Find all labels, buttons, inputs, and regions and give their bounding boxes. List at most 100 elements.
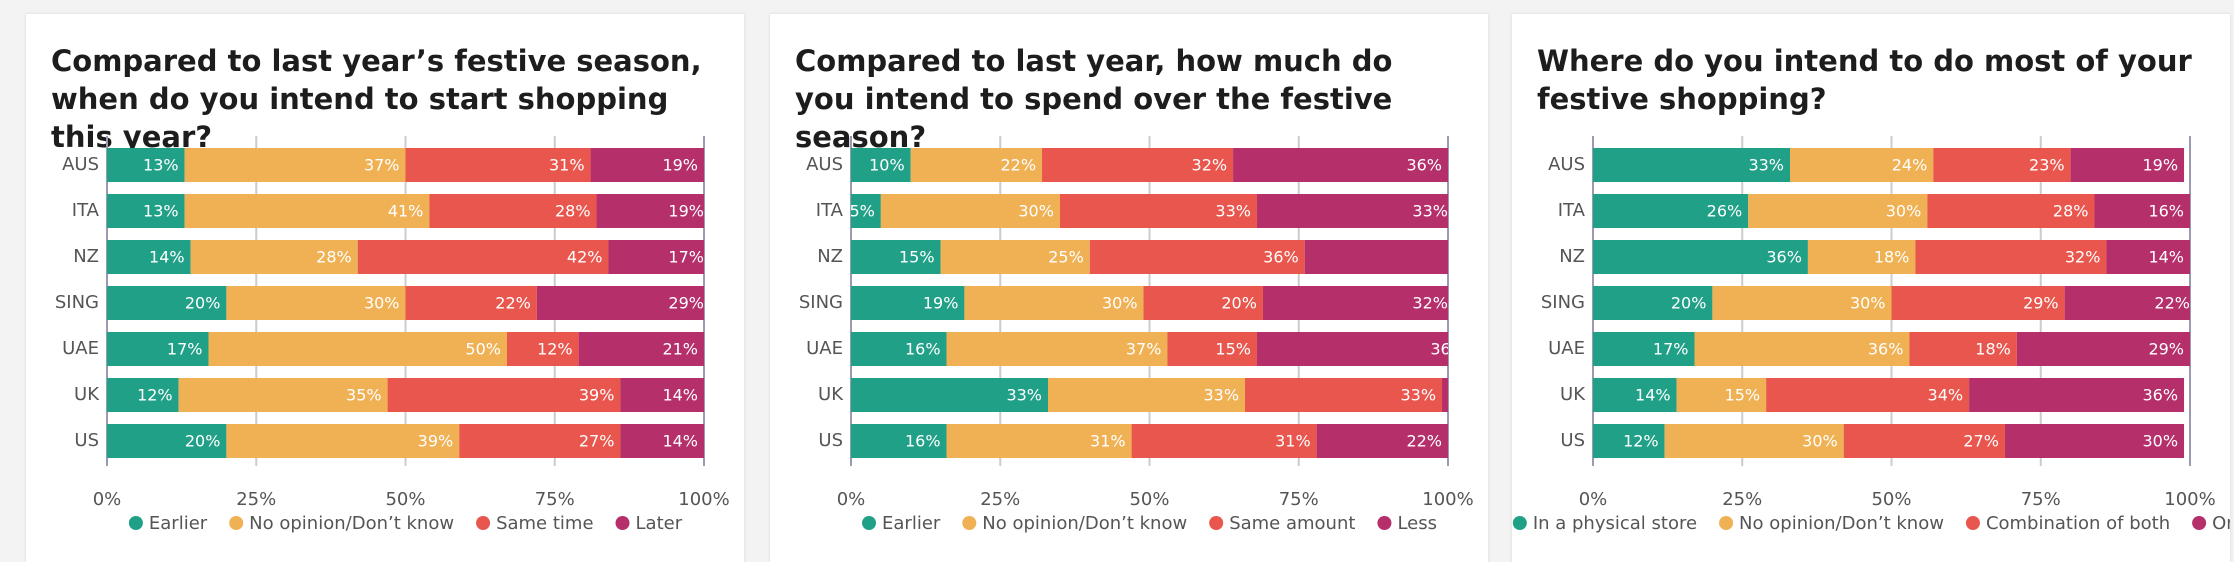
value-label: 19% [662, 156, 698, 175]
bar-segment [107, 424, 227, 458]
bar-segment [107, 194, 185, 228]
legend: Earlier No opinion/Don’t know Same time Lat… [128, 513, 683, 534]
value-label: 23% [2029, 156, 2065, 175]
value-label: 34% [1928, 386, 1964, 405]
bar-segment [1042, 148, 1234, 182]
x-tick-label: 0% [93, 489, 122, 510]
value-label: 19% [668, 202, 704, 221]
y-tick-label: NZ [73, 246, 99, 267]
value-label: 42% [567, 248, 603, 267]
x-tick-label: 75% [535, 489, 575, 510]
bar-segment [1442, 378, 1448, 412]
bar-segment [107, 332, 209, 366]
x-tick-label: 75% [1279, 489, 1319, 510]
bar-segment [1304, 240, 1448, 274]
value-label: 37% [364, 156, 400, 175]
value-label: 14% [662, 386, 698, 405]
value-label: 32% [1454, 248, 1488, 267]
y-tick-label: ITA [1558, 200, 1586, 221]
bar-segment [851, 286, 965, 320]
legend-label: No opinion/Don’t know [1739, 513, 1944, 534]
y-tick-label: SING [55, 292, 99, 313]
bar-segment [226, 286, 406, 320]
x-tick-label: 75% [2021, 489, 2061, 510]
y-tick-label: US [818, 430, 843, 451]
value-label: 36% [1263, 248, 1299, 267]
bar-segment [1593, 240, 1808, 274]
value-label: 22% [1000, 156, 1036, 175]
chart-panel: Where do you intend to do most of your f… [1512, 14, 2230, 562]
value-label: 19% [923, 294, 959, 313]
legend-swatch [128, 516, 143, 530]
bar-segment [178, 378, 388, 412]
x-tick-label: 0% [837, 489, 866, 510]
bar-segment [608, 240, 704, 274]
value-label: 33% [1006, 386, 1042, 405]
value-label: 17% [167, 340, 203, 359]
x-tick-label: 50% [1129, 489, 1169, 510]
value-label: 33% [1400, 386, 1436, 405]
bar-segment [184, 194, 430, 228]
bar-segment [459, 424, 621, 458]
value-label: 36% [2142, 386, 2178, 405]
y-tick-label: AUS [806, 154, 843, 175]
bar-segment [536, 286, 704, 320]
bar-segment [1933, 148, 2071, 182]
value-label: 39% [418, 432, 454, 451]
bar-segment [1748, 194, 1928, 228]
chart-title: Where do you intend to do most of your f… [1537, 44, 2192, 116]
legend: Earlier No opinion/Don’t know Same amount L… [862, 513, 1437, 534]
legend-swatch [962, 516, 977, 530]
legend-label: In a physical store [1533, 513, 1697, 534]
x-tick-label: 100% [1422, 489, 1473, 510]
bar-segment [1143, 286, 1263, 320]
y-tick-label: UAE [806, 338, 843, 359]
y-tick-label: UAE [1548, 338, 1585, 359]
bar-segment [851, 424, 947, 458]
bar-segment [1233, 148, 1448, 182]
value-label: 32% [1192, 156, 1228, 175]
bar-segment [1059, 194, 1257, 228]
bar-segment [2016, 332, 2190, 366]
y-tick-label: ITA [816, 200, 844, 221]
x-tick-label: 50% [385, 489, 425, 510]
value-label: 33% [1215, 202, 1251, 221]
legend-swatch [862, 516, 877, 530]
value-label: 22% [2154, 294, 2190, 313]
value-labels: 33% 24% 23% 19% 26% 30% 28% 16% 36% 18% 32% 14% 20% 3… [1623, 156, 2190, 451]
bar-segment [620, 378, 704, 412]
y-tick-label: US [1560, 430, 1585, 451]
bar-segment [429, 194, 597, 228]
bar-segment [1593, 148, 1791, 182]
bar-segment [1262, 286, 1448, 320]
y-tick-label: AUS [62, 154, 99, 175]
value-label: 41% [388, 202, 424, 221]
bar-segment [880, 194, 1060, 228]
value-label: 14% [662, 432, 698, 451]
bar-segment [946, 332, 1168, 366]
value-label: 13% [143, 202, 179, 221]
value-label: 5% [849, 202, 874, 221]
bar-segment [1790, 148, 1934, 182]
bar-segment [946, 424, 1132, 458]
bar-segment [208, 332, 507, 366]
chart: 0% 25% 50% 75% 100%33% 24% 23% 19%26% 30% 28% 16%3… [1512, 136, 2230, 534]
bar-segment [107, 378, 179, 412]
bar-segment [1256, 332, 1448, 366]
bars [107, 148, 704, 458]
chart-title: Compared to last year’s festive season, … [51, 44, 702, 154]
bar-segment [1969, 378, 2185, 412]
bar-segment [940, 240, 1090, 274]
chart-title: Compared to last year, how much do you i… [795, 44, 1393, 154]
bar-segment [2064, 286, 2190, 320]
legend-label: No opinion/Don’t know [982, 513, 1187, 534]
bar-segment [1593, 378, 1677, 412]
bar-segment [405, 148, 591, 182]
chart: 0% 25% 50% 75% 100%13% 37% 31% 19%13% 41% 28% 19%1… [55, 136, 730, 534]
value-label: 25% [1048, 248, 1084, 267]
value-label: 30% [1850, 294, 1886, 313]
bar-segment [1593, 424, 1665, 458]
value-label: 33% [1748, 156, 1784, 175]
value-label: 39% [579, 386, 615, 405]
